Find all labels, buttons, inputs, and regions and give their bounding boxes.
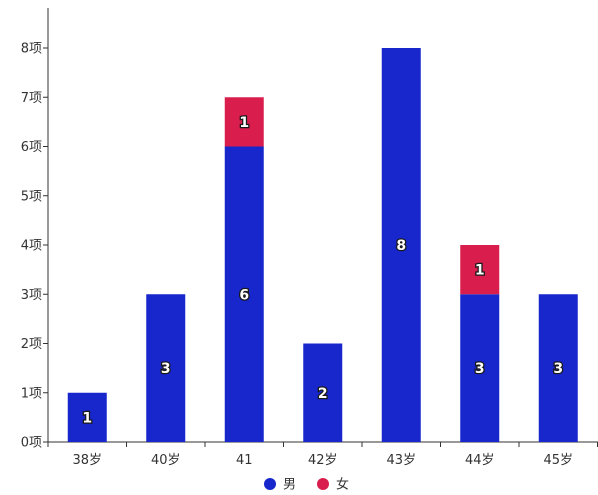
bar-value-label: 1: [82, 410, 92, 426]
x-tick-label: 38岁: [72, 453, 102, 468]
bar-male[interactable]: [381, 48, 421, 442]
x-tick-label: 42岁: [308, 453, 338, 468]
y-tick-label: 5项: [21, 189, 42, 204]
y-tick-label: 1项: [21, 386, 42, 401]
x-tick-group: 38岁 40岁 41 42岁 43岁 44岁 45岁: [47, 442, 598, 468]
bar-value-label: 3: [475, 361, 485, 377]
x-tick-label: 41: [236, 453, 253, 468]
y-tick-label: 8项: [21, 42, 42, 57]
bar-male[interactable]: [224, 146, 264, 443]
bar-value-label: 3: [553, 361, 563, 377]
y-tick-label: 4项: [21, 239, 42, 254]
bar-value-label: 1: [475, 263, 485, 279]
legend-label-female[interactable]: 女: [336, 477, 349, 493]
y-tick-label: 7项: [21, 91, 42, 106]
bar-male[interactable]: [146, 294, 186, 442]
bar-male[interactable]: [460, 294, 500, 442]
y-tick-label: 6项: [21, 140, 42, 155]
y-tick-label: 2项: [21, 337, 42, 352]
y-tick-group: 0项 1项 2项 3项 4项 5项 6项 7项 8项: [21, 42, 48, 451]
legend-marker-male[interactable]: [264, 478, 276, 490]
x-tick-label: 40岁: [151, 453, 181, 468]
x-tick-label: 45岁: [543, 453, 573, 468]
bar-male[interactable]: [67, 392, 107, 442]
x-tick-label: 44岁: [465, 453, 495, 468]
bar-female[interactable]: [224, 97, 264, 147]
bar-group: [67, 48, 578, 443]
bar-male[interactable]: [303, 343, 343, 443]
bar-male[interactable]: [538, 294, 578, 442]
bar-value-label: 3: [161, 361, 171, 377]
legend[interactable]: 男女: [264, 477, 349, 493]
y-tick-label: 0项: [21, 436, 42, 451]
bar-value-label: 6: [239, 287, 249, 303]
bar-value-label: 8: [396, 238, 406, 254]
x-tick-label: 43岁: [386, 453, 416, 468]
y-tick-label: 3项: [21, 288, 42, 303]
data-label-group: 1 3 6 1 2 8 3 1 3: [81, 114, 564, 428]
legend-label-male[interactable]: 男: [283, 478, 296, 493]
bar-value-label: 1: [239, 115, 249, 131]
bar-female[interactable]: [460, 245, 500, 295]
bar-value-label: 2: [318, 386, 328, 402]
legend-marker-female[interactable]: [317, 478, 329, 490]
